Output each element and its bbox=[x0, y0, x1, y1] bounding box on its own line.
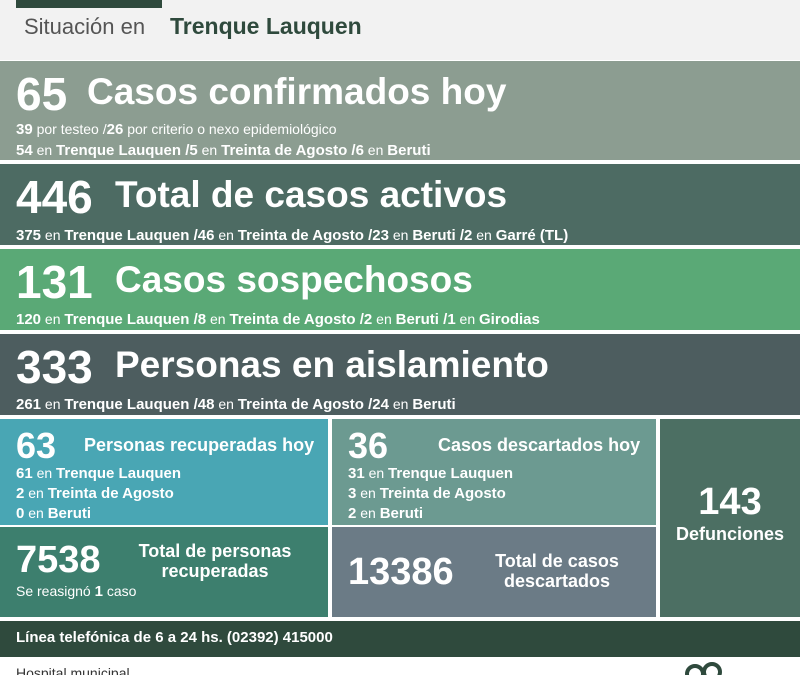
suspected-cases-panel: 131 Casos sospechosos 120 en Trenque Lau… bbox=[0, 249, 800, 330]
discarded-total-count: 13386 bbox=[348, 551, 454, 593]
discarded-total-panel: 13386 Total de casos descartados bbox=[332, 527, 656, 617]
discarded-today-line: 3 en Treinta de Agosto bbox=[348, 485, 506, 502]
confirmed-breakdown-location: 54 en Trenque Lauquen /5 en Treinta de A… bbox=[16, 142, 431, 159]
discarded-total-title-1: Total de casos bbox=[495, 551, 619, 571]
recovered-today-count: 63 bbox=[16, 425, 57, 466]
confirmed-breakdown-method: 39 por testeo /26 por criterio o nexo ep… bbox=[16, 121, 337, 138]
suspected-breakdown: 120 en Trenque Lauquen /8 en Treinta de … bbox=[16, 311, 540, 328]
deaths-title: Defunciones bbox=[675, 524, 785, 544]
confirmed-count: 65 bbox=[16, 68, 68, 120]
suspected-count: 131 bbox=[16, 256, 93, 308]
phone-text: Línea telefónica de 6 a 24 hs. (02392) 4… bbox=[16, 629, 333, 646]
page-header: Situación en Trenque Lauquen bbox=[0, 0, 800, 60]
footer-text: Hospital municipal bbox=[16, 665, 130, 675]
municipality-logo-icon bbox=[685, 662, 722, 675]
recovered-today-line: 0 en Beruti bbox=[16, 505, 92, 522]
isolation-count: 333 bbox=[16, 341, 93, 393]
discarded-today-title: Casos descartados hoy bbox=[438, 435, 641, 455]
recovered-today-panel: 63 Personas recuperadas hoy 61 en Trenqu… bbox=[0, 419, 328, 525]
active-count: 446 bbox=[16, 171, 93, 223]
recovered-total-count: 7538 bbox=[16, 539, 101, 581]
recovered-total-title-2: recuperadas bbox=[161, 561, 269, 581]
recovered-total-panel: 7538 Total de personas recuperadas Se re… bbox=[0, 527, 328, 617]
confirmed-cases-panel: 65 Casos confirmados hoy 39 por testeo /… bbox=[0, 61, 800, 160]
header-label: Situación en bbox=[24, 14, 146, 39]
active-cases-panel: 446 Total de casos activos 375 en Trenqu… bbox=[0, 164, 800, 245]
deaths-count: 143 bbox=[698, 481, 762, 523]
discarded-total-title-2: descartados bbox=[503, 571, 611, 591]
active-breakdown: 375 en Trenque Lauquen /46 en Treinta de… bbox=[16, 227, 569, 244]
isolation-breakdown: 261 en Trenque Lauquen /48 en Treinta de… bbox=[16, 396, 456, 413]
recovered-today-line: 2 en Treinta de Agosto bbox=[16, 485, 174, 502]
header-accent-bar bbox=[16, 0, 162, 8]
phone-info-bar: Línea telefónica de 6 a 24 hs. (02392) 4… bbox=[0, 621, 800, 657]
discarded-today-line: 31 en Trenque Lauquen bbox=[348, 465, 514, 482]
suspected-title: Casos sospechosos bbox=[115, 259, 473, 300]
recovered-total-title-1: Total de personas bbox=[138, 541, 292, 561]
confirmed-title: Casos confirmados hoy bbox=[87, 71, 507, 112]
deaths-panel: 143 Defunciones bbox=[660, 419, 800, 617]
discarded-today-line: 2 en Beruti bbox=[348, 505, 424, 522]
recovered-today-title: Personas recuperadas hoy bbox=[84, 435, 315, 455]
active-title: Total de casos activos bbox=[115, 174, 508, 215]
isolation-title: Personas en aislamiento bbox=[115, 344, 549, 385]
reassigned-note: Se reasignó 1 caso bbox=[16, 583, 137, 600]
header-city: Trenque Lauquen bbox=[170, 13, 362, 39]
isolation-panel: 333 Personas en aislamiento 261 en Trenq… bbox=[0, 334, 800, 415]
discarded-today-count: 36 bbox=[348, 425, 389, 466]
discarded-today-panel: 36 Casos descartados hoy 31 en Trenque L… bbox=[332, 419, 656, 525]
recovered-today-line: 61 en Trenque Lauquen bbox=[16, 465, 182, 482]
